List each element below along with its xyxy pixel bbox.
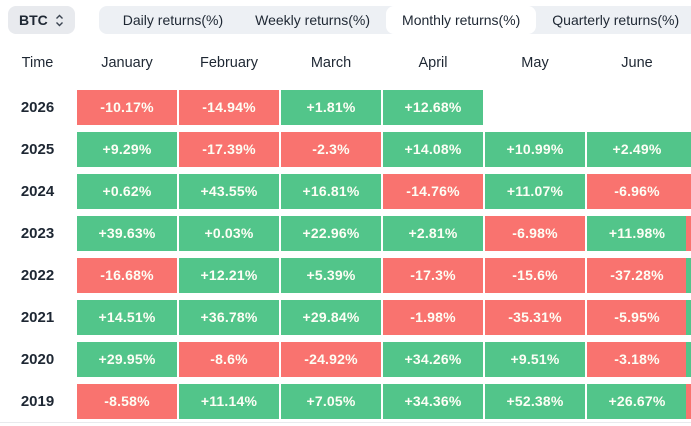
tab-bar: Daily returns(%) Weekly returns(%) Monthly… [98, 6, 691, 34]
return-cell-2026-march: +1.81% [281, 89, 381, 125]
return-cell-2021-february: +36.78% [179, 299, 279, 335]
return-cell-2023-may: -6.98% [485, 215, 585, 251]
return-cell-2022-april: -17.3% [383, 257, 483, 293]
year-label: 2020 [20, 350, 55, 368]
return-cell-2021-january: +14.51% [77, 299, 177, 335]
return-cell-2022-february: +12.21% [179, 257, 279, 293]
overflow-cell-july [686, 173, 691, 209]
year-label: 2023 [20, 224, 55, 242]
symbol-selector[interactable]: BTC [8, 6, 75, 34]
return-cell-2021-may: -35.31% [485, 299, 585, 335]
return-cell-2025-march: -2.3% [281, 131, 381, 167]
return-cell-2025-april: +14.08% [383, 131, 483, 167]
return-cell-2025-june: +2.49% [587, 131, 687, 167]
return-cell-2025-january: +9.29% [77, 131, 177, 167]
return-cell-2022-january: -16.68% [77, 257, 177, 293]
return-cell-2019-february: +11.14% [179, 383, 279, 419]
return-cell-2020-june: -3.18% [587, 341, 687, 377]
chevron-updown-icon [55, 14, 64, 27]
year-label: 2024 [20, 182, 55, 200]
return-cell-2023-march: +22.96% [281, 215, 381, 251]
return-cell-2022-march: +5.39% [281, 257, 381, 293]
return-cell-2024-may: +11.07% [485, 173, 585, 209]
tab-monthly-returns[interactable]: Monthly returns(%) [386, 6, 537, 34]
table-row-2024: 2024 +0.62% +43.55% +16.81% -14.76% +11.07% -6… [0, 170, 691, 212]
return-cell-2023-june: +11.98% [587, 215, 687, 251]
return-cell-2025-may: +10.99% [485, 131, 585, 167]
return-cell-2024-june: -6.96% [587, 173, 687, 209]
tab-weekly-returns[interactable]: Weekly returns(%) [255, 12, 371, 28]
year-label: 2022 [20, 266, 55, 284]
returns-table: 2026 -10.17% -14.94% +1.81% +12.68% 2025 +9.29… [0, 86, 691, 422]
bottom-divider [0, 422, 691, 423]
return-cell-2025-february: -17.39% [179, 131, 279, 167]
table-header: Time January February March April May June [0, 40, 691, 86]
return-cell-2019-march: +7.05% [281, 383, 381, 419]
return-cell-2020-february: -8.6% [179, 341, 279, 377]
symbol-label: BTC [19, 12, 48, 28]
return-cell-2024-february: +43.55% [179, 173, 279, 209]
overflow-cell-july [686, 131, 691, 167]
return-cell-2022-june: -37.28% [587, 257, 687, 293]
overflow-cell-july [686, 215, 691, 251]
table-row-2019: 2019 -8.58% +11.14% +7.05% +34.36% +52.38% +26… [0, 380, 691, 422]
time-column-header: Time [21, 55, 54, 71]
return-cell-2020-april: +34.26% [383, 341, 483, 377]
return-cell-2023-april: +2.81% [383, 215, 483, 251]
return-cell-2024-march: +16.81% [281, 173, 381, 209]
return-cell-2026-april: +12.68% [383, 89, 483, 125]
return-cell-2021-june: -5.95% [587, 299, 687, 335]
year-label: 2021 [20, 308, 55, 326]
table-row-2025: 2025 +9.29% -17.39% -2.3% +14.08% +10.99% +2.4… [0, 128, 691, 170]
month-header-june: June [621, 55, 653, 71]
return-cell-2020-january: +29.95% [77, 341, 177, 377]
return-cell-2019-january: -8.58% [77, 383, 177, 419]
return-cell-2020-may: +9.51% [485, 341, 585, 377]
table-row-2026: 2026 -10.17% -14.94% +1.81% +12.68% [0, 86, 691, 128]
return-cell-2020-march: -24.92% [281, 341, 381, 377]
overflow-cell-july [686, 299, 691, 335]
month-header-february: February [199, 55, 259, 71]
return-cell-2019-april: +34.36% [383, 383, 483, 419]
return-cell-2024-january: +0.62% [77, 173, 177, 209]
return-cell-2026-february: -14.94% [179, 89, 279, 125]
return-cell-2021-march: +29.84% [281, 299, 381, 335]
month-header-april: April [418, 55, 448, 71]
overflow-cell-july [686, 341, 691, 377]
return-cell-2021-april: -1.98% [383, 299, 483, 335]
table-row-2023: 2023 +39.63% +0.03% +22.96% +2.81% -6.98% +11.… [0, 212, 691, 254]
year-label: 2025 [20, 140, 55, 158]
tab-quarterly-returns[interactable]: Quarterly returns(%) [552, 12, 680, 28]
month-header-march: March [310, 55, 352, 71]
year-label: 2019 [20, 392, 55, 410]
return-cell-2022-may: -15.6% [485, 257, 585, 293]
return-cell-2019-june: +26.67% [587, 383, 687, 419]
month-header-may: May [521, 55, 549, 71]
table-row-2021: 2021 +14.51% +36.78% +29.84% -1.98% -35.31% -5… [0, 296, 691, 338]
table-row-2020: 2020 +29.95% -8.6% -24.92% +34.26% +9.51% -3.1… [0, 338, 691, 380]
return-cell-2023-february: +0.03% [179, 215, 279, 251]
tab-daily-returns[interactable]: Daily returns(%) [122, 12, 224, 28]
return-cell-2026-january: -10.17% [77, 89, 177, 125]
table-row-2022: 2022 -16.68% +12.21% +5.39% -17.3% -15.6% -37.… [0, 254, 691, 296]
overflow-cell-july [686, 383, 691, 419]
year-label: 2026 [20, 98, 55, 116]
toolbar: BTC Daily returns(%) Weekly returns(%) Mon… [0, 0, 691, 40]
return-cell-2024-april: -14.76% [383, 173, 483, 209]
month-header-january: January [101, 55, 153, 71]
return-cell-2019-may: +52.38% [485, 383, 585, 419]
return-cell-2023-january: +39.63% [77, 215, 177, 251]
overflow-cell-july [686, 257, 691, 293]
